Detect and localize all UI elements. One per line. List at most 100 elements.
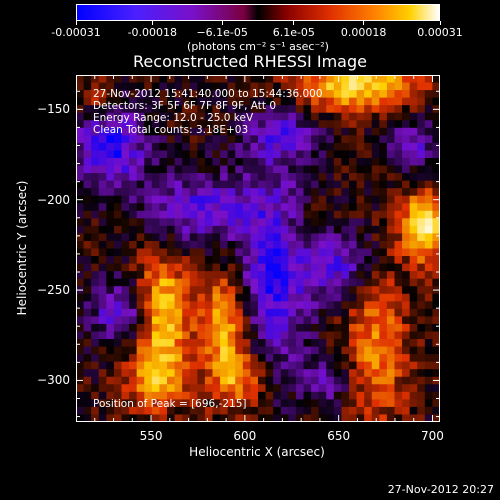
heatmap-cell [379, 399, 388, 408]
heatmap-cell [333, 361, 342, 370]
heatmap-cell [333, 406, 342, 415]
heatmap-cell [159, 406, 168, 415]
heatmap-cell [402, 203, 411, 212]
heatmap-cell [394, 218, 403, 227]
heatmap-cell [174, 195, 183, 204]
heatmap-cell [197, 308, 206, 317]
heatmap-cell [265, 188, 274, 197]
x-axis-label: Heliocentric X (arcsec) [189, 445, 325, 459]
heatmap-cell [386, 248, 395, 257]
heatmap-cell [273, 414, 282, 422]
heatmap-cell [424, 105, 433, 114]
heatmap-cell [235, 82, 244, 91]
heatmap-cell [379, 263, 388, 272]
heatmap-cell [349, 308, 357, 317]
heatmap-cell [242, 414, 251, 422]
heatmap-cell [341, 180, 350, 189]
heatmap-cell [258, 233, 266, 242]
heatmap-cell [326, 384, 335, 393]
heatmap-cell [144, 354, 153, 363]
heatmap-cell [341, 406, 350, 415]
heatmap-cell [356, 278, 365, 287]
heatmap-cell [212, 165, 221, 174]
heatmap-cell [318, 391, 327, 400]
heatmap-cell [204, 180, 213, 189]
heatmap-cell [220, 135, 229, 144]
heatmap-cell [258, 384, 266, 393]
heatmap-cell [242, 82, 251, 91]
heatmap-cell [212, 173, 221, 182]
heatmap-cell [98, 157, 107, 166]
heatmap-cell [349, 376, 357, 385]
heatmap-cell [424, 180, 433, 189]
heatmap-cell [106, 218, 115, 227]
heatmap-cell [273, 180, 282, 189]
heatmap-cell [106, 157, 115, 166]
heatmap-cell [379, 248, 388, 257]
heatmap-cell [129, 97, 138, 106]
heatmap-cell [318, 323, 327, 332]
heatmap-cell [280, 82, 289, 91]
heatmap-cell [174, 248, 183, 257]
heatmap-cell [333, 263, 342, 272]
heatmap-cell [402, 165, 411, 174]
heatmap-cell [386, 157, 395, 166]
heatmap-cell [432, 82, 440, 91]
heatmap-cell [159, 142, 168, 151]
heatmap-cell [349, 293, 357, 302]
heatmap-cell [212, 399, 221, 408]
heatmap-cell [121, 210, 130, 219]
heatmap-cell [242, 391, 251, 400]
heatmap-cell [98, 248, 107, 257]
heatmap-cell [174, 323, 183, 332]
heatmap-cell [326, 120, 335, 129]
heatmap-cell [144, 180, 153, 189]
heatmap-cell [129, 293, 138, 302]
heatmap-cell [144, 142, 153, 151]
heatmap-cell [379, 316, 388, 325]
heatmap-cell [242, 97, 251, 106]
heatmap-cell [417, 157, 426, 166]
heatmap-cell [379, 256, 388, 264]
heatmap-cell [265, 339, 274, 347]
heatmap-cell [265, 376, 274, 385]
heatmap-cell [424, 384, 433, 393]
heatmap-cell [106, 271, 115, 280]
heatmap-cell [318, 165, 327, 174]
heatmap-cell [258, 90, 266, 99]
heatmap-cell [333, 369, 342, 378]
heatmap-cell [106, 399, 115, 408]
heatmap-cell [303, 369, 312, 378]
heatmap-cell [242, 188, 251, 197]
heatmap-cell [424, 142, 433, 151]
heatmap-cell [129, 203, 138, 212]
heatmap-cell [167, 150, 175, 159]
heatmap-cell [98, 278, 107, 287]
heatmap-cell [98, 75, 107, 83]
heatmap-cell [280, 240, 289, 249]
heatmap-cell [280, 354, 289, 363]
heatmap-cell [106, 361, 115, 370]
heatmap-cell [417, 331, 426, 340]
heatmap-cell [333, 384, 342, 393]
heatmap-cell [364, 157, 373, 166]
heatmap-cell [394, 248, 403, 257]
heatmap-cell [288, 75, 297, 83]
heatmap-cell [371, 218, 380, 227]
heatmap-cell [333, 271, 342, 280]
heatmap-cell [273, 293, 282, 302]
heatmap-cell [121, 195, 130, 204]
heatmap-cell [151, 286, 160, 295]
heatmap-cell [409, 271, 418, 280]
heatmap-cells [76, 75, 440, 422]
heatmap-cell [220, 203, 229, 212]
heatmap-cell [235, 165, 244, 174]
heatmap-cell [167, 142, 175, 151]
heatmap-cell [212, 256, 221, 264]
heatmap-cell [371, 142, 380, 151]
heatmap-cell [250, 399, 259, 408]
heatmap-cell [288, 142, 297, 151]
heatmap-cell [371, 82, 380, 91]
heatmap-cell [242, 210, 251, 219]
heatmap-cell [76, 323, 84, 332]
